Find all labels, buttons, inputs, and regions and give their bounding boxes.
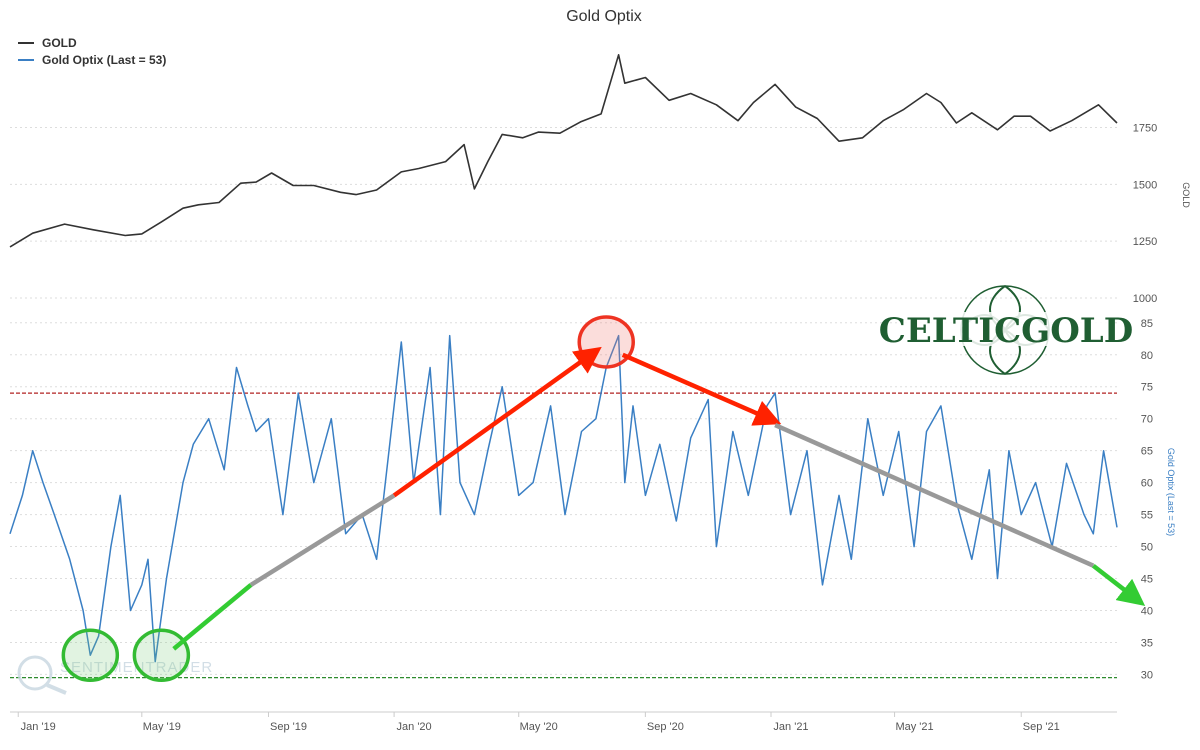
watermark-handle	[46, 683, 67, 695]
highlight-circle-0	[61, 628, 120, 682]
y-optix-tick-label-7: 65	[1141, 446, 1153, 458]
x-tick-label-4: May '20	[520, 721, 558, 733]
reference-lines	[10, 392, 1117, 679]
y-optix-tick-label-10: 80	[1141, 350, 1153, 362]
logo-text: CELTICGOLD	[879, 311, 1133, 351]
x-tick-label-2: Sep '19	[270, 721, 307, 733]
x-tick-label-8: Sep '21	[1023, 721, 1060, 733]
x-tick-label-0: Jan '19	[21, 721, 56, 733]
annotation-layer	[61, 315, 1146, 682]
x-tick-label-1: May '19	[143, 721, 181, 733]
y-optix-tick-label-11: 85	[1141, 318, 1153, 330]
y-axis-optix: 30 35 40 45 50 55 60 65 70 75 80 85	[1141, 318, 1153, 682]
trend-arrow-1	[249, 493, 396, 587]
legend: GOLD Gold Optix (Last = 53)	[18, 36, 166, 67]
series-line-gold	[9, 53, 1118, 248]
y-gold-tick-label-0: 1000	[1133, 293, 1157, 305]
trend-arrow-4	[774, 423, 1095, 568]
chart-title: Gold Optix	[566, 8, 642, 25]
y-gold-tick-label-1: 1250	[1133, 236, 1157, 248]
x-tick-label-5: Sep '20	[647, 721, 684, 733]
y-optix-tick-label-8: 70	[1141, 414, 1153, 426]
trend-arrow-2	[392, 346, 602, 498]
x-tick-label-7: May '21	[895, 721, 933, 733]
x-tick-label-3: Jan '20	[397, 721, 432, 733]
y-axis-gold: 1000 1250 1500 1750	[1133, 123, 1157, 305]
y-optix-tick-label-9: 75	[1141, 382, 1153, 394]
y-axis-gold-title: GOLD	[1181, 182, 1191, 208]
series-layer	[9, 53, 1118, 663]
legend-entry-gold[interactable]: GOLD	[18, 36, 77, 50]
x-tick-label-6: Jan '21	[773, 721, 808, 733]
trend-arrow-0	[172, 583, 253, 651]
y-optix-tick-label-5: 55	[1141, 510, 1153, 522]
trend-arrow-3	[621, 352, 782, 426]
trend-arrow-5	[1091, 563, 1146, 606]
y-optix-tick-label-0: 30	[1141, 669, 1153, 681]
y-optix-tick-label-2: 40	[1141, 605, 1153, 617]
y-optix-tick-label-3: 45	[1141, 574, 1153, 586]
y-gold-tick-label-2: 1500	[1133, 179, 1157, 191]
y-gold-tick-label-3: 1750	[1133, 123, 1157, 135]
y-optix-tick-label-6: 60	[1141, 478, 1153, 490]
legend-entry-optix[interactable]: Gold Optix (Last = 53)	[18, 53, 166, 67]
highlight-circle-1	[132, 628, 191, 682]
watermark-icon	[17, 655, 53, 691]
legend-label-optix: Gold Optix (Last = 53)	[42, 53, 166, 67]
legend-label-gold: GOLD	[42, 36, 77, 50]
y-optix-tick-label-4: 50	[1141, 542, 1153, 554]
gridlines	[10, 127, 1117, 675]
celticgold-logo: CELTICGOLD	[879, 285, 1133, 375]
y-optix-tick-label-1: 35	[1141, 637, 1153, 649]
y-axis-optix-title: Gold Optix (Last = 53)	[1166, 448, 1176, 536]
x-axis: Jan '19 May '19 Sep '19 Jan '20 May '20 Sep '…	[10, 711, 1117, 733]
series-line-optix	[9, 334, 1118, 663]
